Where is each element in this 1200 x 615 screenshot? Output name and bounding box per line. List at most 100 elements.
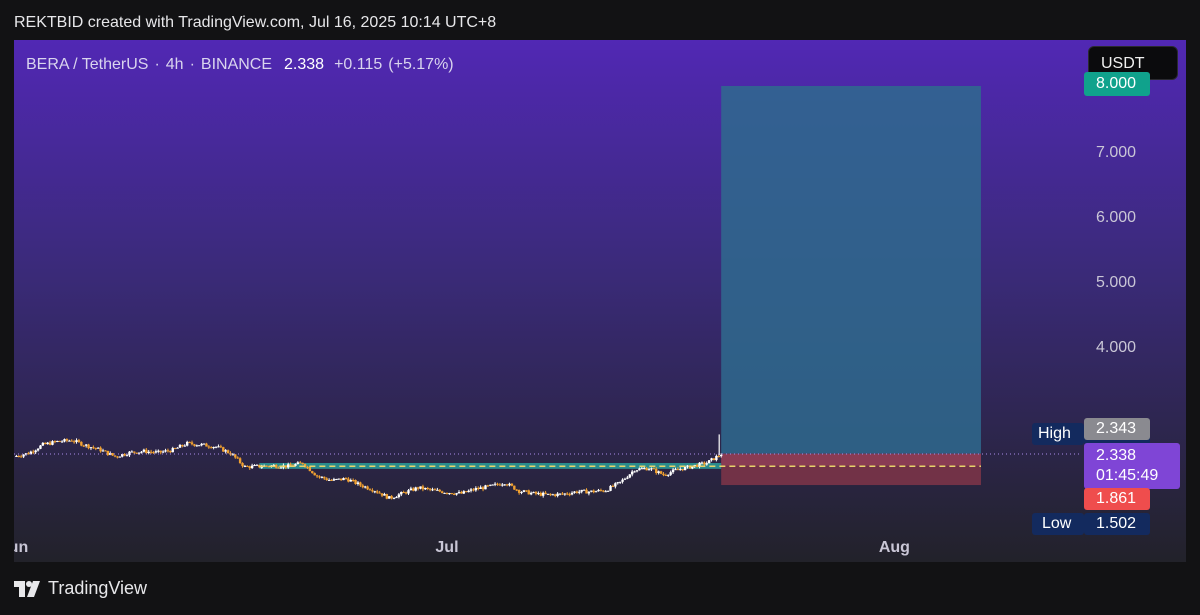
target-zone	[721, 86, 981, 454]
candle-body	[686, 465, 689, 467]
candle-body	[342, 478, 345, 481]
candle-body	[118, 456, 122, 458]
symbol-last-price: 2.338	[284, 56, 325, 73]
candle-body	[525, 490, 528, 492]
candle-body	[80, 441, 83, 446]
candle-body	[313, 473, 316, 476]
candle-body	[366, 486, 369, 490]
candle-body	[390, 496, 393, 499]
candle-body	[335, 479, 338, 481]
candle-body	[419, 486, 422, 489]
candle-body	[443, 492, 446, 494]
candle-body	[39, 445, 42, 449]
candle-body	[541, 492, 545, 496]
candle-body	[700, 462, 704, 464]
last-price-value: 2.338	[1096, 447, 1137, 464]
candle-body	[92, 447, 95, 449]
candle-body	[380, 493, 384, 496]
candle-body	[104, 450, 107, 452]
candle-body	[561, 493, 564, 495]
candle-body	[662, 473, 665, 475]
candle-body	[354, 480, 357, 484]
candle-body	[222, 447, 225, 452]
candle-body	[539, 492, 542, 496]
candle-body	[53, 441, 57, 443]
candle-body	[385, 494, 389, 499]
candle-body	[248, 466, 251, 469]
candle-body	[452, 493, 456, 495]
candle-body	[164, 450, 167, 452]
y-tick-label: 5.000	[1096, 274, 1136, 291]
price-chart[interactable]: 4.000 5.000 6.000 7.000 Jun Jul Aug	[14, 40, 1186, 562]
candle-body	[719, 454, 723, 457]
candle-body	[173, 448, 177, 450]
chart-area[interactable]: 4.000 5.000 6.000 7.000 Jun Jul Aug BERA / Tet…	[14, 40, 1186, 562]
candle-body	[17, 455, 21, 457]
candle-body	[72, 441, 76, 443]
low-price-tag: 1.502	[1084, 513, 1150, 535]
candle-body	[135, 452, 138, 454]
tradingview-logo[interactable]: TradingView	[14, 578, 147, 599]
candle-body	[404, 492, 408, 494]
symbol-exchange: BINANCE	[200, 56, 273, 73]
candle-body	[44, 442, 47, 445]
candle-body	[207, 446, 211, 448]
candle-body	[486, 485, 490, 487]
candle-body	[301, 462, 304, 464]
current-price-tag: 2.343	[1084, 418, 1150, 440]
candle-body	[77, 440, 81, 442]
candle-body	[219, 446, 223, 448]
candle-body	[128, 451, 131, 456]
candle-body	[246, 465, 249, 467]
candle-body	[424, 487, 427, 490]
candle-body	[145, 449, 148, 453]
entry-zone	[721, 453, 981, 466]
candle-body	[664, 474, 668, 476]
candle-body	[580, 489, 583, 492]
tradingview-logo-text: TradingView	[48, 578, 148, 598]
candle-body	[705, 463, 708, 465]
candle-body	[501, 484, 504, 486]
candle-body	[558, 493, 562, 495]
target-price-tag: 8.000	[1084, 72, 1150, 96]
candle-body	[60, 441, 64, 443]
candle-body	[585, 489, 588, 494]
candle-body	[667, 474, 670, 476]
candle-body	[590, 490, 593, 492]
candle-body	[161, 451, 165, 453]
candle-body	[277, 467, 280, 469]
candle-body	[185, 441, 189, 446]
candle-body	[371, 490, 374, 492]
candle-body	[421, 486, 425, 490]
candle-body	[630, 471, 634, 475]
candle-body	[51, 441, 54, 445]
candle-body	[597, 489, 600, 492]
candle-body	[582, 489, 586, 491]
candle-body	[534, 491, 538, 494]
candle-body	[255, 464, 259, 466]
candle-body	[645, 468, 648, 471]
candle-body	[190, 442, 194, 445]
candle-body	[294, 464, 297, 466]
candle-body	[96, 447, 100, 449]
candle-body	[515, 489, 518, 491]
candle-body	[361, 485, 364, 488]
candle-body	[84, 444, 88, 446]
candle-body	[440, 491, 444, 493]
candle-body	[638, 468, 641, 471]
candle-body	[272, 464, 275, 466]
candle-body	[472, 489, 475, 491]
candle-body	[679, 469, 682, 471]
candle-body	[489, 484, 492, 486]
candle-body	[448, 493, 451, 495]
candle-body	[431, 489, 434, 491]
candle-body	[82, 445, 85, 447]
candle-body	[616, 482, 619, 484]
candle-body	[183, 445, 186, 447]
candle-body	[618, 481, 622, 483]
candle-body	[674, 469, 677, 471]
candle-body	[265, 465, 268, 467]
candle-body	[284, 465, 288, 468]
candle-body	[604, 491, 607, 493]
candle-body	[643, 468, 646, 470]
